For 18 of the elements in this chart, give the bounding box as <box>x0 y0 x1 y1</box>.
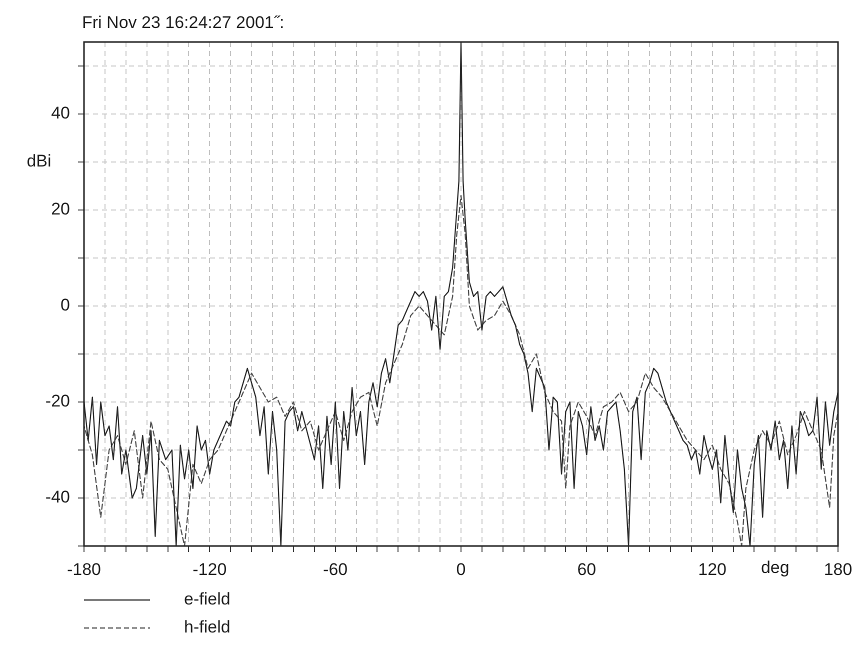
legend-label: h-field <box>184 618 230 637</box>
line-series <box>84 195 838 546</box>
x-axis-title: deg <box>760 558 790 578</box>
y-tick-label: 20 <box>51 200 70 219</box>
chart-title: Fri Nov 23 16:24:27 2001˝: <box>82 13 284 32</box>
x-tick-label: 60 <box>577 560 596 579</box>
y-axis-title: dBi <box>26 152 52 171</box>
y-tick-label: -40 <box>45 488 70 507</box>
x-tick-label: 120 <box>698 560 727 579</box>
x-tick-label: -180 <box>66 560 102 579</box>
x-tick-label: -60 <box>323 560 348 579</box>
y-tick-label: 0 <box>60 296 70 315</box>
x-tick-label: 0 <box>456 560 466 579</box>
x-tick-label: -120 <box>192 560 227 579</box>
y-tick-label: 40 <box>51 104 70 123</box>
legend-label: e-field <box>184 590 230 609</box>
y-tick-label: -20 <box>45 392 70 411</box>
x-tick-label: 180 <box>824 560 852 579</box>
